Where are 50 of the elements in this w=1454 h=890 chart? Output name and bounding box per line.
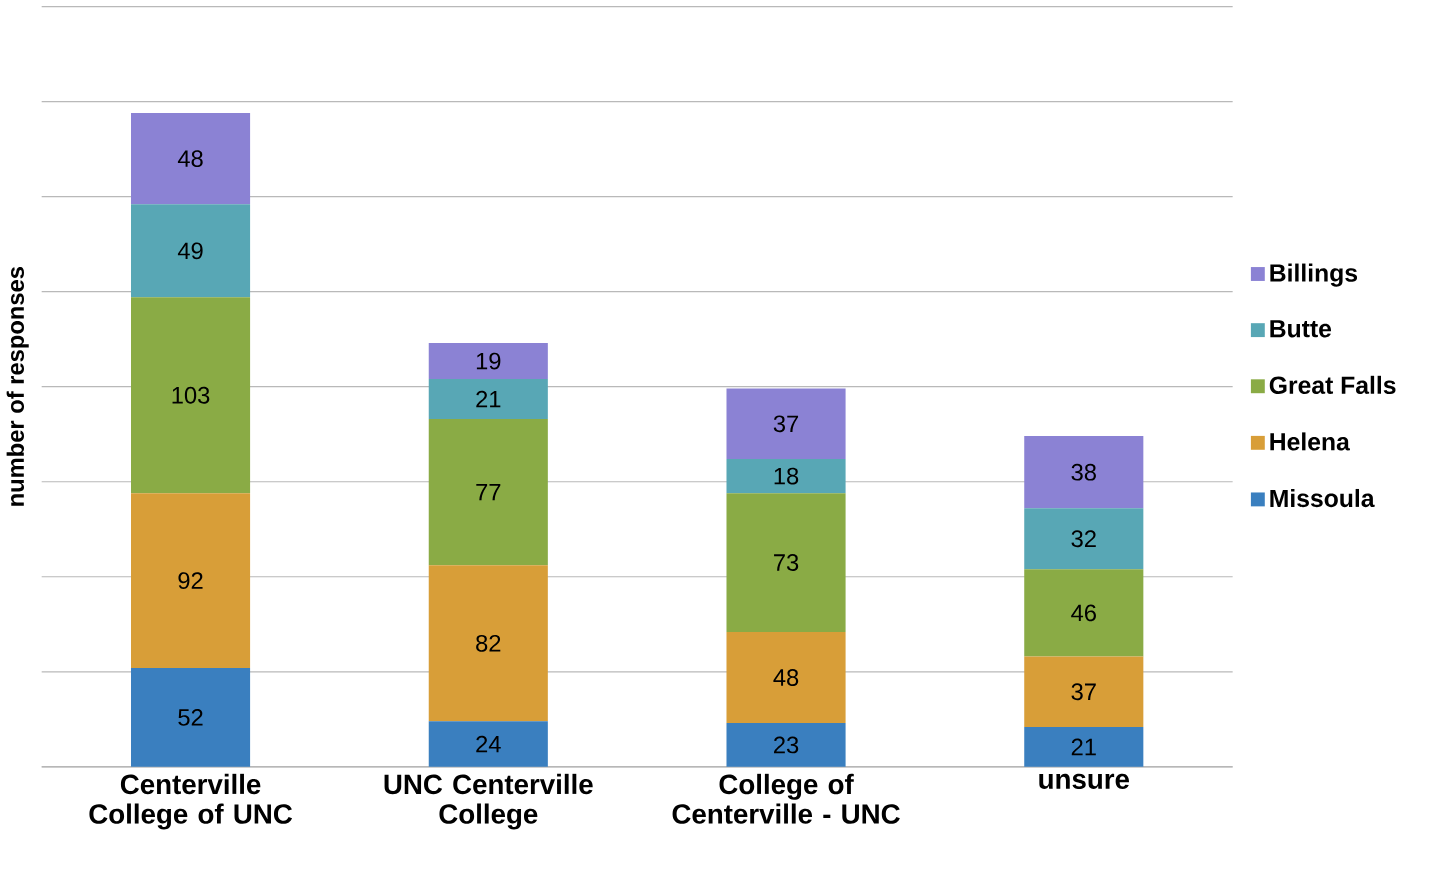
data-label: 103: [172, 386, 210, 404]
data-label: 48: [177, 150, 203, 168]
data-label: 24: [476, 735, 501, 753]
data-label: 21: [476, 390, 501, 408]
legend-label: Helena: [1270, 432, 1350, 451]
x-tick-label: unsure: [1039, 773, 1129, 790]
data-label: 32: [1071, 530, 1096, 548]
data-label: 23: [774, 736, 799, 754]
legend-label: Billings: [1270, 263, 1358, 287]
data-label: 18: [774, 467, 799, 485]
data-label: 48: [773, 669, 799, 686]
bar: [1024, 656, 1144, 727]
bar: [428, 343, 548, 380]
legend-label: Butte: [1270, 320, 1332, 338]
bar: [726, 631, 846, 724]
bar: [726, 493, 846, 632]
data-label: 92: [178, 572, 203, 590]
x-tick-label: UNC Centerville College: [384, 773, 593, 830]
bar: [131, 668, 251, 767]
data-label: 82: [476, 634, 501, 652]
data-label: 21: [1071, 738, 1096, 756]
bar: [726, 388, 846, 459]
bar: [131, 204, 251, 298]
legend-label: Great Falls: [1269, 375, 1396, 395]
data-label: 19: [476, 352, 501, 370]
bar: [131, 113, 251, 205]
data-label: 38: [1071, 463, 1096, 481]
x-tick-label: College of Centerville - UNC: [672, 773, 900, 824]
data-label: 73: [774, 554, 799, 571]
data-label: 52: [178, 709, 203, 726]
legend-label: Missoula: [1270, 489, 1375, 508]
data-label: 37: [773, 415, 799, 433]
y-axis-title: number of responses: [6, 267, 29, 506]
bar: [1024, 436, 1144, 509]
bar: [428, 565, 548, 722]
data-label: 49: [177, 242, 203, 260]
bar: [1024, 569, 1144, 657]
bar: [131, 297, 251, 494]
data-label: 37: [1071, 683, 1096, 701]
bar: [1024, 508, 1144, 570]
bar: [131, 493, 251, 669]
bar: [428, 721, 548, 767]
x-tick-label: Centerville College of UNC: [89, 773, 293, 830]
bar: [428, 379, 548, 420]
bar: [1024, 726, 1144, 767]
bar: [428, 419, 548, 566]
data-label: 77: [476, 484, 501, 501]
data-label: 46: [1071, 604, 1096, 622]
bar: [726, 458, 846, 494]
bar: [726, 723, 846, 767]
